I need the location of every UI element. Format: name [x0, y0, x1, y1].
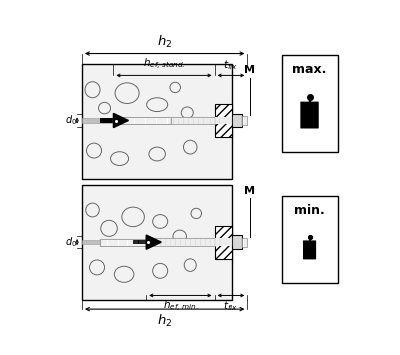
Bar: [114, 117, 171, 124]
Ellipse shape: [184, 140, 197, 154]
Bar: [214, 238, 232, 246]
Ellipse shape: [114, 266, 134, 282]
Ellipse shape: [85, 82, 100, 98]
Ellipse shape: [181, 107, 193, 119]
Bar: [282, 196, 338, 283]
Ellipse shape: [110, 152, 128, 165]
Polygon shape: [114, 113, 128, 127]
Bar: [214, 104, 232, 137]
Bar: [242, 238, 247, 246]
Bar: [100, 239, 146, 246]
Bar: [132, 240, 146, 244]
Bar: [214, 226, 232, 258]
Ellipse shape: [147, 98, 168, 111]
Ellipse shape: [153, 263, 168, 278]
Text: $t_{fix}$: $t_{fix}$: [224, 58, 238, 72]
Ellipse shape: [101, 220, 117, 236]
Ellipse shape: [153, 214, 168, 228]
Ellipse shape: [191, 208, 202, 219]
Ellipse shape: [122, 207, 144, 226]
FancyBboxPatch shape: [303, 240, 316, 260]
Ellipse shape: [115, 83, 139, 104]
Polygon shape: [146, 235, 161, 249]
Bar: [82, 240, 232, 244]
Bar: [82, 118, 232, 123]
Bar: [242, 116, 247, 125]
Bar: [232, 114, 242, 127]
Bar: [282, 55, 338, 152]
Text: $t_{fix}$: $t_{fix}$: [224, 299, 238, 313]
Ellipse shape: [173, 230, 186, 243]
Bar: [146, 238, 214, 246]
FancyBboxPatch shape: [300, 102, 319, 129]
Text: $d_0$: $d_0$: [65, 114, 77, 127]
Bar: [100, 118, 114, 123]
Bar: [82, 185, 232, 300]
Bar: [232, 235, 242, 249]
Ellipse shape: [86, 203, 99, 217]
Text: $h_{ef,\, min.}$: $h_{ef,\, min.}$: [162, 299, 198, 315]
Text: max.: max.: [292, 64, 327, 76]
Text: $h_2$: $h_2$: [157, 34, 172, 50]
Text: $d_0$: $d_0$: [65, 235, 77, 249]
Bar: [214, 117, 232, 124]
Ellipse shape: [149, 147, 166, 161]
Ellipse shape: [170, 82, 180, 93]
Text: $h_{ef,\, stand.}$: $h_{ef,\, stand.}$: [143, 57, 185, 72]
Text: $h_2$: $h_2$: [157, 313, 172, 329]
Ellipse shape: [90, 260, 104, 275]
Text: min.: min.: [294, 204, 325, 217]
Text: M: M: [244, 186, 255, 196]
Ellipse shape: [98, 102, 110, 114]
Text: M: M: [244, 65, 255, 75]
Ellipse shape: [184, 259, 196, 272]
Bar: [171, 117, 214, 124]
Ellipse shape: [86, 143, 102, 158]
Bar: [82, 65, 232, 179]
